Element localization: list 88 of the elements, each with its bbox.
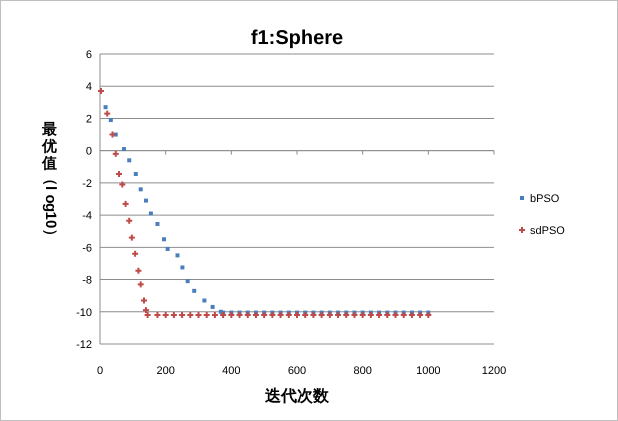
- x-axis-title: 迭代次数: [264, 387, 330, 405]
- point: [138, 187, 143, 192]
- point: [376, 312, 382, 318]
- point: [252, 312, 259, 318]
- y-tick-label: -10: [76, 306, 92, 319]
- point: [132, 250, 138, 257]
- point: [98, 88, 104, 94]
- point: [302, 312, 308, 318]
- point: [144, 198, 148, 203]
- x-tick-label: 800: [353, 365, 372, 377]
- point: [335, 312, 342, 318]
- point: [140, 298, 147, 304]
- point: [128, 234, 135, 241]
- x-tick-label: 1000: [416, 365, 441, 377]
- point: [144, 312, 151, 318]
- y-axis-title: 最优值（log10）: [42, 121, 59, 244]
- point: [278, 312, 284, 318]
- y-tick-label: -12: [76, 339, 92, 351]
- point: [154, 312, 160, 318]
- point: [104, 110, 110, 117]
- point: [162, 237, 166, 242]
- point: [384, 312, 390, 318]
- point: [310, 312, 316, 318]
- point: [392, 312, 398, 318]
- x-tick-label: 1200: [482, 365, 506, 377]
- x-tick-label: 0: [96, 365, 104, 377]
- point: [210, 304, 215, 309]
- point: [134, 172, 138, 176]
- point: [104, 105, 108, 110]
- point: [261, 312, 268, 318]
- y-tick-label: 2: [86, 113, 92, 126]
- point: [220, 312, 226, 318]
- point: [425, 312, 432, 318]
- point: [196, 312, 202, 318]
- point: [294, 312, 300, 318]
- point: [155, 222, 160, 226]
- point: [326, 312, 333, 318]
- x-tick-label: 600: [288, 365, 306, 377]
- legend-label: sdPSO: [530, 225, 566, 237]
- point: [170, 312, 177, 318]
- point: [368, 312, 374, 318]
- point: [109, 132, 116, 138]
- point: [148, 212, 153, 216]
- y-tick-label: -6: [82, 242, 92, 254]
- x-tick-label: 200: [156, 365, 175, 377]
- point: [116, 171, 122, 178]
- x-tick-label: 400: [222, 365, 241, 377]
- y-tick-label: 0: [86, 146, 92, 158]
- point: [127, 158, 132, 162]
- point: [180, 265, 184, 270]
- point: [269, 312, 276, 318]
- point: [408, 312, 415, 318]
- point: [351, 312, 358, 318]
- point: [187, 312, 194, 318]
- point: [244, 312, 251, 318]
- point: [400, 312, 407, 318]
- point: [417, 312, 424, 318]
- y-tick-label: 6: [86, 49, 92, 61]
- point: [186, 279, 190, 284]
- legend-label: bPSO: [530, 193, 560, 205]
- point: [179, 312, 186, 318]
- point: [228, 312, 234, 318]
- point: [108, 118, 113, 122]
- point: [204, 312, 210, 318]
- point: [286, 312, 292, 318]
- point: [119, 182, 126, 188]
- point: [175, 253, 180, 258]
- point: [202, 298, 206, 302]
- y-tick-label: -4: [82, 210, 92, 222]
- point: [236, 312, 243, 318]
- point: [135, 268, 142, 274]
- point: [112, 150, 119, 157]
- point: [162, 312, 169, 318]
- y-tick-label: -2: [82, 178, 92, 190]
- point: [360, 312, 366, 318]
- point: [138, 281, 144, 288]
- point: [122, 200, 129, 207]
- point: [192, 288, 196, 293]
- point: [166, 246, 170, 251]
- point: [122, 147, 126, 152]
- chart-title: f1:Sphere: [250, 27, 344, 49]
- point: [343, 312, 350, 318]
- point: [126, 218, 132, 224]
- point: [212, 312, 218, 318]
- point: [142, 307, 149, 314]
- point: [318, 312, 325, 318]
- y-tick-label: -8: [82, 274, 92, 287]
- y-tick-label: 4: [86, 81, 92, 94]
